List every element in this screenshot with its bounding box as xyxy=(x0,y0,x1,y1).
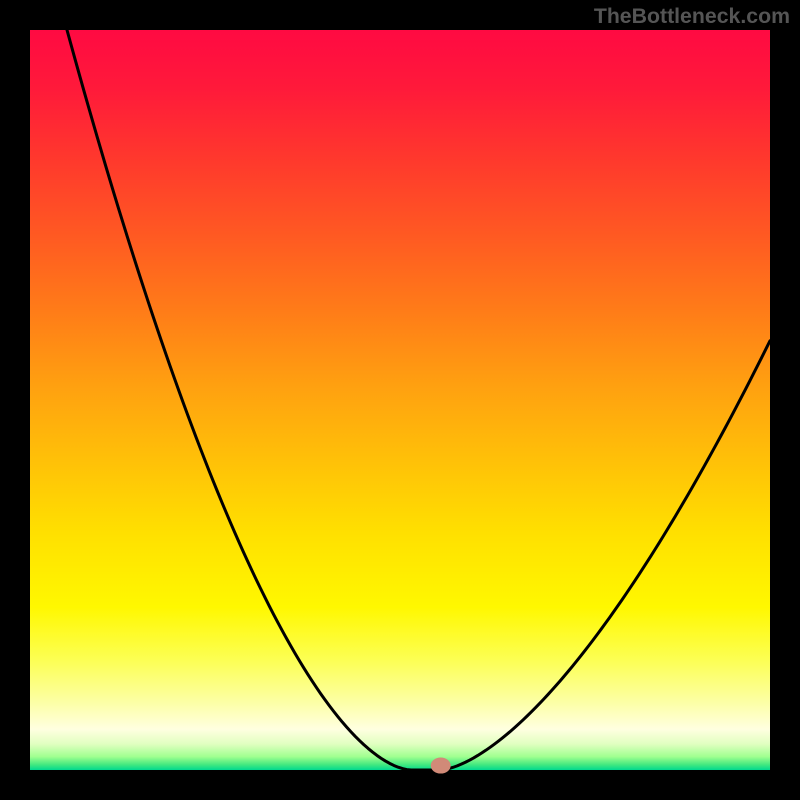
bottleneck-chart xyxy=(0,0,800,800)
optimum-marker xyxy=(431,758,451,774)
watermark-text: TheBottleneck.com xyxy=(594,4,790,29)
plot-background xyxy=(30,30,770,770)
chart-container: { "watermark": { "text": "TheBottleneck.… xyxy=(0,0,800,800)
